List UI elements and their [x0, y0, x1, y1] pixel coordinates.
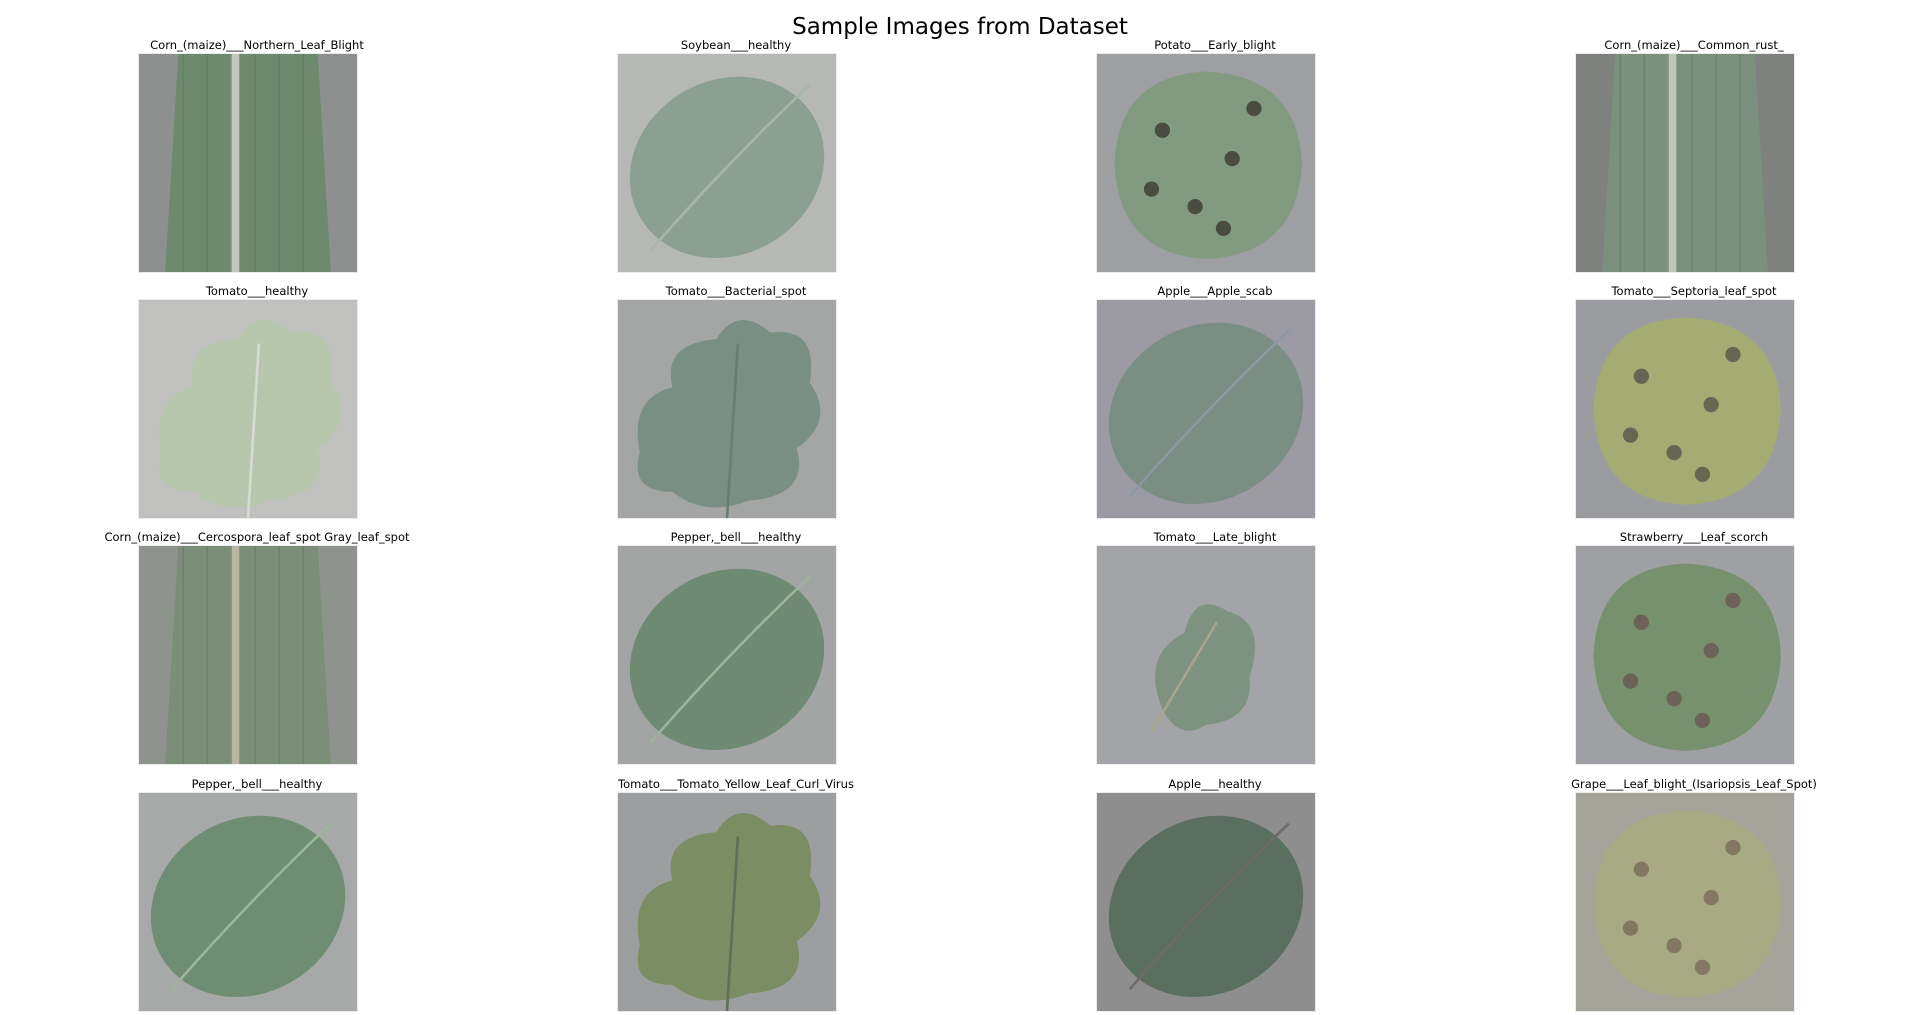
leaf-photo — [1097, 793, 1315, 1011]
sample-label: Tomato___Tomato_Yellow_Leaf_Curl_Virus — [618, 777, 854, 791]
sample-label: Tomato___Late_blight — [1153, 530, 1277, 544]
leaf-photo — [139, 300, 357, 518]
sample-label: Soybean___healthy — [680, 38, 792, 52]
sample-label: Corn_(maize)___Northern_Leaf_Blight — [150, 38, 364, 52]
leaf-image — [1576, 546, 1794, 764]
leaf-image — [618, 546, 836, 764]
leaf-photo — [1576, 546, 1794, 764]
leaf-photo — [1097, 54, 1315, 272]
leaf-photo — [1576, 54, 1794, 272]
sample-label: Tomato___Septoria_leaf_spot — [1611, 284, 1777, 298]
sample-label: Corn_(maize)___Cercospora_leaf_spot Gray… — [104, 530, 410, 544]
leaf-image — [618, 793, 836, 1011]
leaf-photo — [139, 793, 357, 1011]
leaf-image — [618, 300, 836, 518]
leaf-image — [1576, 793, 1794, 1011]
leaf-photo — [618, 793, 836, 1011]
leaf-photo — [1576, 793, 1794, 1011]
leaf-image — [1097, 793, 1315, 1011]
leaf-image — [1576, 54, 1794, 272]
sample-label: Pepper,_bell___healthy — [191, 777, 323, 791]
figure-title: Sample Images from Dataset — [792, 14, 1128, 40]
leaf-photo — [1097, 546, 1315, 764]
sample-label: Apple___healthy — [1168, 777, 1262, 791]
leaf-photo — [139, 546, 357, 764]
sample-label: Tomato___healthy — [205, 284, 309, 298]
leaf-image — [1576, 300, 1794, 518]
leaf-image — [139, 793, 357, 1011]
leaf-image — [139, 54, 357, 272]
leaf-photo — [618, 300, 836, 518]
leaf-photo — [618, 546, 836, 764]
leaf-image — [618, 54, 836, 272]
sample-label: Corn_(maize)___Common_rust_ — [1604, 38, 1784, 52]
leaf-image — [1097, 54, 1315, 272]
sample-label: Tomato___Bacterial_spot — [665, 284, 807, 298]
leaf-image — [139, 546, 357, 764]
sample-label: Grape___Leaf_blight_(Isariopsis_Leaf_Spo… — [1571, 777, 1817, 791]
sample-label: Potato___Early_blight — [1154, 38, 1276, 52]
leaf-photo — [1576, 300, 1794, 518]
leaf-image — [1097, 300, 1315, 518]
leaf-photo — [1097, 300, 1315, 518]
sample-label: Strawberry___Leaf_scorch — [1619, 530, 1769, 544]
leaf-image — [139, 300, 357, 518]
sample-label: Pepper,_bell___healthy — [670, 530, 802, 544]
leaf-image — [1097, 546, 1315, 764]
leaf-photo — [618, 54, 836, 272]
leaf-photo — [139, 54, 357, 272]
sample-label: Apple___Apple_scab — [1157, 284, 1273, 298]
